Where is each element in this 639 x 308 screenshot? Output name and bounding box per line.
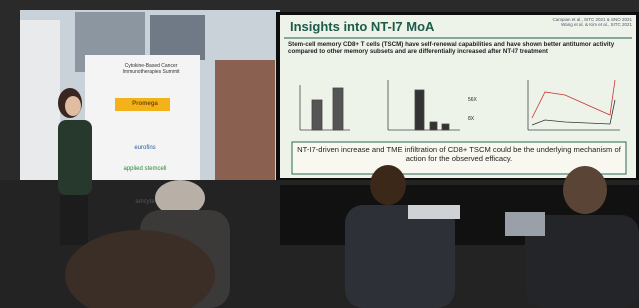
annotation: 8X xyxy=(468,117,474,123)
slide-title: Insights into NT-I7 MoA xyxy=(290,20,434,35)
annotation: 56X xyxy=(468,98,477,104)
citation: Campian et al., SITC 2021 & SNO 2021 Wan… xyxy=(520,17,632,27)
photo: Insights into NT-I7 MoA Campian et al., … xyxy=(0,0,639,308)
conclusion: NT-I7-driven increase and TME infiltrati… xyxy=(296,146,622,163)
sponsor: applied stemcell xyxy=(100,166,190,173)
building xyxy=(150,15,205,60)
sponsor: amcyte xyxy=(100,199,190,206)
citation-line: Wang et al. & Kim et al., SITC 2021 xyxy=(520,22,632,27)
sponsor: eurofins xyxy=(100,145,190,152)
slide-body: Stem-cell memory CD8+ T cells (TSCM) hav… xyxy=(288,41,628,55)
sponsor: Promega xyxy=(100,101,190,108)
banner-title: Cytokine-Based Cancer Immunotherapies Su… xyxy=(112,64,190,76)
